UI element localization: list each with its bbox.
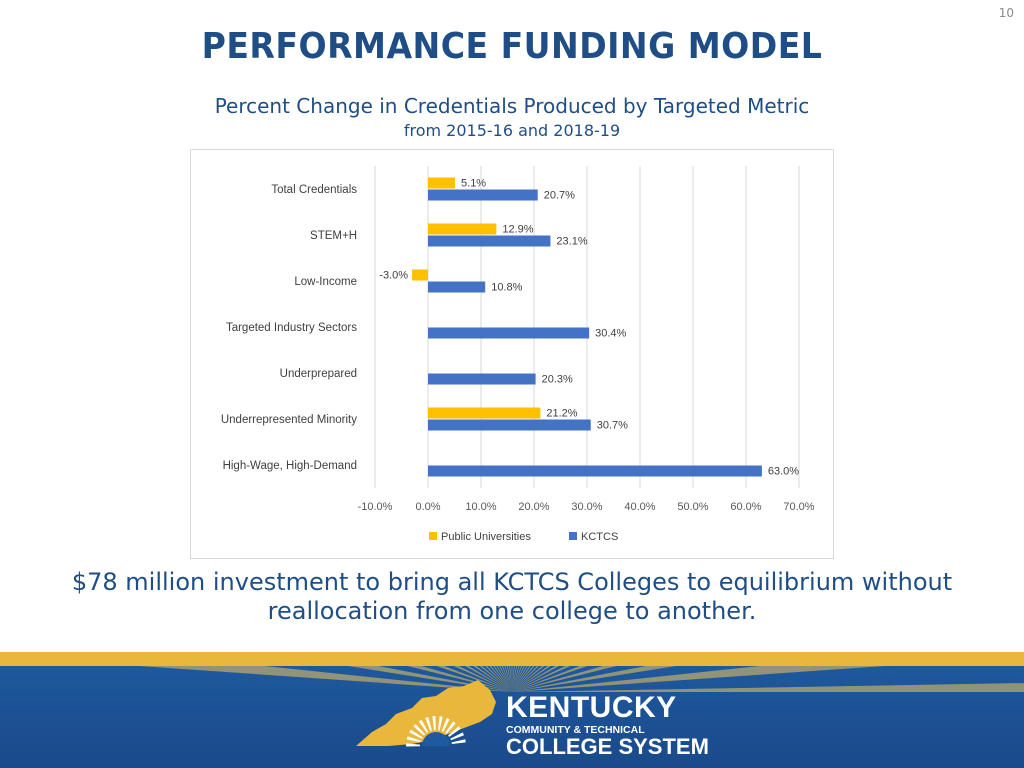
sun-ray bbox=[492, 652, 512, 692]
x-tick-label: -10.0% bbox=[358, 501, 393, 513]
data-label: 20.3% bbox=[542, 374, 573, 386]
logo-sun-ray bbox=[413, 724, 426, 736]
category-label: Underrepresented Minority bbox=[221, 414, 357, 426]
sun-ray bbox=[512, 652, 585, 692]
data-label: 10.8% bbox=[491, 282, 522, 294]
bar-public-universities bbox=[412, 269, 428, 281]
sun-ray bbox=[512, 652, 517, 692]
page-title: PERFORMANCE FUNDING MODEL bbox=[201, 26, 823, 67]
bar-chart: -10.0% 0.0% 10.0% 20.0% 30.0% 40.0% 50.0% 60.0%… bbox=[221, 166, 815, 543]
data-label: 30.4% bbox=[595, 328, 626, 340]
legend-label: Public Universities bbox=[441, 531, 531, 543]
logo-sun-ray bbox=[406, 743, 421, 747]
data-label: -3.0% bbox=[379, 270, 408, 282]
sun-ray bbox=[512, 652, 554, 692]
logo-sun-ray bbox=[441, 717, 450, 732]
data-label: 63.0% bbox=[768, 466, 799, 478]
data-label: 12.9% bbox=[502, 224, 533, 236]
bar-public-universities bbox=[428, 223, 497, 235]
logo-sun-ray bbox=[451, 739, 466, 745]
logo-sun-ray bbox=[406, 736, 421, 743]
logo-sun-ray bbox=[450, 732, 465, 741]
category-label: Total Credentials bbox=[271, 184, 357, 196]
bar-kctcs bbox=[428, 373, 536, 385]
x-tick-label: 10.0% bbox=[465, 501, 496, 513]
logo-sun-ray bbox=[448, 726, 461, 737]
chart-subtitle: from 2015-16 and 2018-19 bbox=[403, 121, 621, 140]
logo-sun-ray bbox=[409, 729, 423, 739]
sun-ray bbox=[512, 652, 528, 692]
bar-public-universities bbox=[428, 407, 541, 419]
kctcs-logo-icon bbox=[356, 680, 496, 747]
logo-sun-ray bbox=[432, 716, 436, 731]
data-label: 21.2% bbox=[546, 408, 577, 420]
bar-kctcs bbox=[428, 465, 762, 477]
investment-note: $78 million investment to bring all KCTC… bbox=[71, 568, 953, 625]
sun-ray bbox=[395, 652, 512, 692]
x-tick-label: 20.0% bbox=[518, 501, 549, 513]
brand-line-3: COLLEGE SYSTEM bbox=[506, 734, 709, 759]
sun-ray bbox=[504, 652, 512, 692]
bar-public-universities bbox=[428, 177, 456, 189]
category-label: Underprepared bbox=[280, 368, 357, 380]
logo-sun-ray bbox=[437, 716, 443, 731]
sun-ray bbox=[507, 652, 512, 692]
x-tick-label: 40.0% bbox=[624, 501, 655, 513]
x-tick-label: 70.0% bbox=[783, 501, 814, 513]
category-label: STEM+H bbox=[310, 230, 357, 242]
x-tick-label: 30.0% bbox=[571, 501, 602, 513]
chart-frame: -10.0% 0.0% 10.0% 20.0% 30.0% 40.0% 50.0% 60.0%… bbox=[190, 149, 834, 559]
logo-sun-ray bbox=[418, 719, 429, 733]
bar-kctcs bbox=[428, 281, 486, 293]
data-label: 20.7% bbox=[544, 190, 575, 202]
legend-swatch bbox=[429, 532, 437, 540]
bar-kctcs bbox=[428, 327, 590, 339]
sun-ray bbox=[512, 652, 520, 692]
x-tick-label: 60.0% bbox=[730, 501, 761, 513]
category-label: Low-Income bbox=[294, 276, 357, 288]
logo-sun-ray bbox=[445, 721, 456, 734]
kctcs-wordmark: KENTUCKY COMMUNITY & TECHNICAL COLLEGE S… bbox=[506, 693, 709, 758]
sun-ray bbox=[496, 652, 512, 692]
bar-kctcs bbox=[428, 189, 538, 201]
data-label: 23.1% bbox=[556, 236, 587, 248]
footer-gold-strip bbox=[0, 652, 1024, 666]
legend-swatch bbox=[569, 532, 577, 540]
sun-ray bbox=[512, 652, 562, 692]
bar-kctcs bbox=[428, 235, 551, 247]
slide-number: 10 bbox=[998, 6, 1014, 20]
brand-line-1: KENTUCKY bbox=[506, 691, 677, 724]
category-label: High-Wage, High-Demand bbox=[223, 460, 357, 472]
category-label: Targeted Industry Sectors bbox=[226, 322, 357, 334]
brand-line-2: COMMUNITY & TECHNICAL bbox=[506, 724, 645, 736]
bar-kctcs bbox=[428, 419, 591, 431]
data-label: 30.7% bbox=[597, 420, 628, 432]
logo-sun-ray bbox=[425, 717, 432, 732]
sun-ray bbox=[422, 652, 512, 692]
legend-label: KCTCS bbox=[581, 531, 618, 543]
chart-title: Percent Change in Credentials Produced b… bbox=[214, 94, 810, 118]
data-label: 5.1% bbox=[461, 178, 486, 190]
x-tick-label: 50.0% bbox=[677, 501, 708, 513]
x-tick-label: 0.0% bbox=[415, 501, 440, 513]
